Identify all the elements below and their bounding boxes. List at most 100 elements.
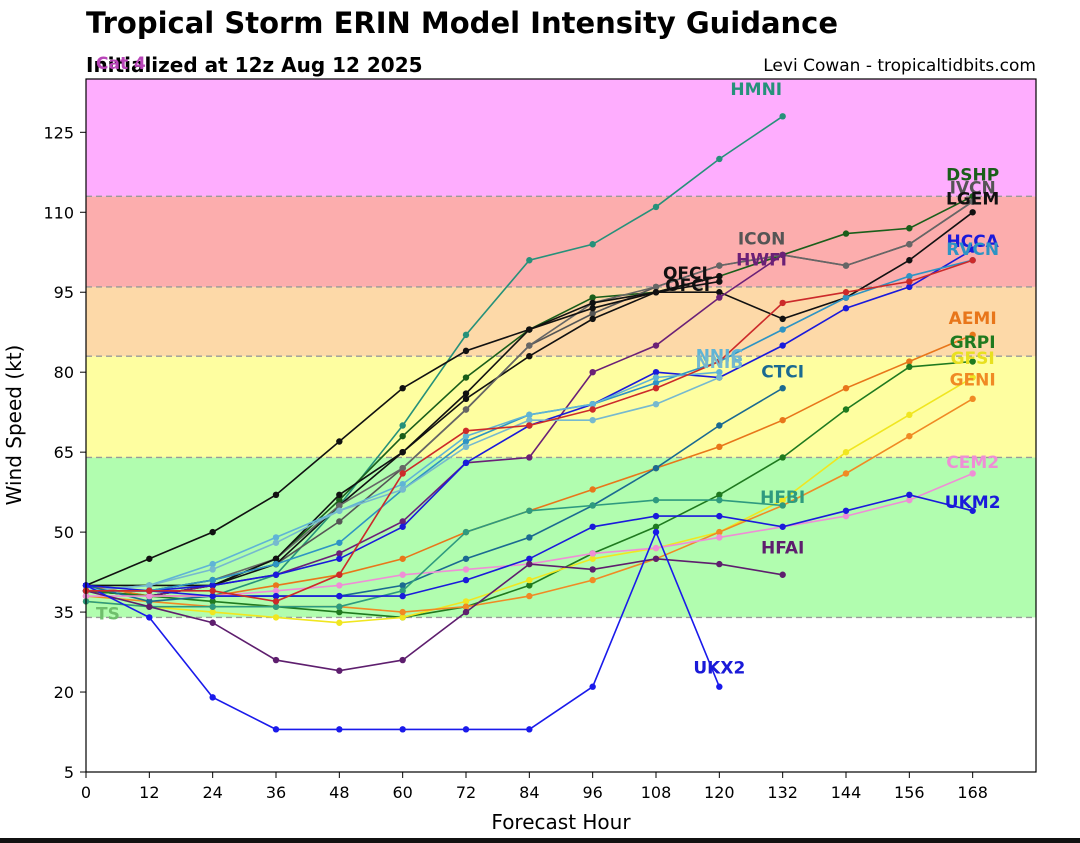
x-axis-label: Forecast Hour [491,810,631,834]
label-rvcn: RVCN [946,240,999,260]
data-point [842,512,850,520]
x-tick-label: 84 [519,783,539,802]
data-point [336,438,343,445]
data-point [336,726,343,733]
data-point [589,294,596,301]
data-point [399,582,406,589]
data-point [969,198,976,205]
data-point [589,550,596,557]
data-point [842,507,850,514]
data-point [209,576,216,584]
data-point [652,544,660,552]
data-point [209,566,216,573]
data-point [336,550,343,557]
data-point [842,230,850,237]
data-point [906,241,913,248]
data-point [716,528,723,536]
data-point [146,587,153,594]
data-point [842,294,850,301]
y-axis-label: Wind Speed (kt) [2,345,26,506]
data-point [842,262,850,269]
data-point [526,411,533,419]
label-dshp: DSHP [946,165,999,185]
x-tick-label: 108 [641,783,672,802]
data-point [716,374,723,381]
data-point [652,374,660,381]
data-point [969,209,976,216]
data-point [462,427,470,435]
data-point [146,592,153,600]
data-point [146,582,153,589]
data-point [969,507,976,514]
data-point [146,603,153,610]
data-point [906,278,913,285]
data-point [906,257,913,264]
y-tick-label: 5 [64,763,74,782]
data-point [716,368,723,376]
x-tick-label: 0 [81,783,91,802]
data-point [906,363,913,371]
data-point [842,448,850,456]
data-point [336,507,343,514]
data-point [589,416,596,424]
y-tick-label: 110 [43,203,74,222]
data-point [336,592,343,600]
data-point [462,406,470,413]
data-point [462,459,470,467]
y-tick-label: 65 [54,443,74,462]
data-point [209,528,216,536]
label-aemi: AEMI [949,309,997,329]
y-tick-label: 35 [54,603,74,622]
data-point [399,432,406,440]
data-point [589,566,596,573]
data-point [272,560,280,568]
label-ivcn: IVCN [950,179,996,199]
data-point [462,528,470,536]
series-hfbi [82,496,786,610]
data-point [526,454,533,461]
data-point [272,587,280,594]
data-point [906,411,913,419]
data-point [336,518,343,525]
series-line [85,499,783,608]
data-point [526,422,533,429]
y-tick-label: 50 [54,523,74,542]
chart-title: Tropical Storm ERIN Model Intensity Guid… [86,6,839,40]
x-tick-label: 60 [392,783,412,802]
data-point [399,587,406,594]
data-point [779,502,786,509]
data-point [969,331,976,339]
data-point [336,603,343,610]
x-tick-label: 24 [202,783,222,802]
data-point [399,571,406,578]
band-cat-4 [86,79,1036,197]
label-ctci: CTCI [761,363,804,383]
data-point [716,512,723,520]
data-point [652,555,660,562]
data-point [526,555,533,562]
data-point [336,496,343,504]
series-unlabeled-22 [82,257,976,605]
label-geni: GENI [950,371,996,391]
data-point [209,560,216,568]
x-tick-label: 96 [582,783,602,802]
data-point [462,432,470,440]
x-tick-label: 120 [704,783,735,802]
label-ukx2: UKX2 [693,658,745,678]
label-nnic: NNIC [696,347,743,367]
chart-subtitle: Initialized at 12z Aug 12 2025 [86,53,423,77]
data-point [652,289,660,296]
data-point [969,246,976,253]
data-point [716,496,723,504]
data-point [716,278,723,285]
data-point [272,592,280,600]
data-point [399,614,406,621]
data-point [399,523,406,530]
data-point [969,470,976,477]
data-point [652,283,660,291]
data-point [526,592,533,600]
data-point [589,683,596,690]
data-point [779,251,786,259]
